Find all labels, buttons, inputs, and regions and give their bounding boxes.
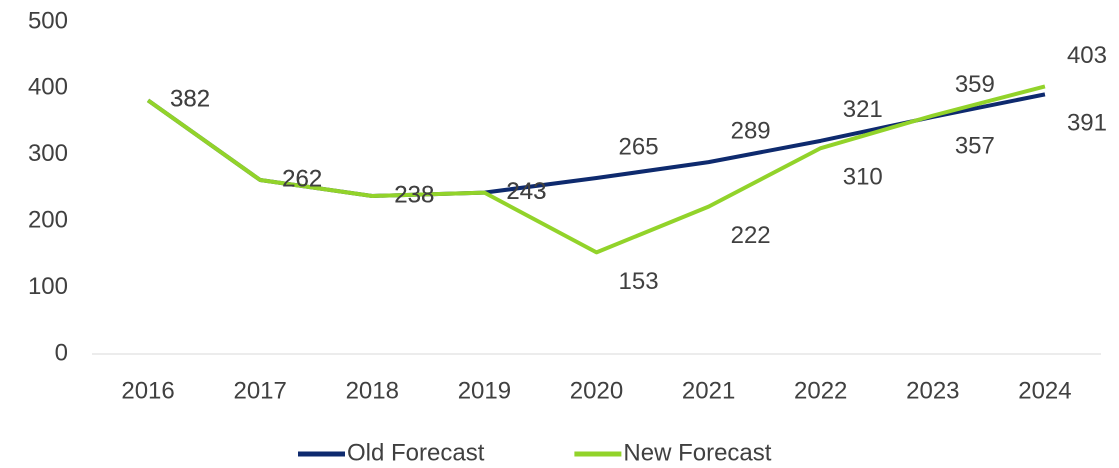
data-label: 310: [843, 164, 883, 191]
x-tick-label: 2024: [1018, 377, 1071, 404]
data-label: 359: [955, 71, 995, 98]
x-tick-label: 2018: [346, 377, 399, 404]
y-tick-label: 0: [55, 339, 68, 366]
x-tick-label: 2022: [794, 377, 847, 404]
x-tick-label: 2019: [458, 377, 511, 404]
data-label: 238: [394, 181, 434, 208]
data-label: 262: [282, 165, 322, 192]
y-tick-label: 100: [28, 273, 68, 300]
data-label: 243: [506, 178, 546, 205]
x-tick-label: 2020: [570, 377, 623, 404]
data-label: 243: [506, 178, 546, 205]
data-label: 262: [282, 165, 322, 192]
legend-label: Old Forecast: [347, 439, 485, 466]
x-tick-label: 2017: [233, 377, 286, 404]
data-label: 153: [619, 268, 659, 295]
data-label: 238: [394, 181, 434, 208]
data-label: 289: [731, 117, 771, 144]
data-label: 321: [843, 96, 883, 123]
x-tick-label: 2021: [682, 377, 735, 404]
data-label: 222: [731, 222, 771, 249]
data-label: 391: [1067, 110, 1107, 137]
y-tick-label: 300: [28, 140, 68, 167]
x-tick-label: 2016: [121, 377, 174, 404]
data-label: 265: [619, 133, 659, 160]
data-label: 357: [955, 132, 995, 159]
legend-label: New Forecast: [623, 439, 771, 466]
data-label: 382: [170, 86, 210, 113]
y-tick-label: 400: [28, 74, 68, 101]
x-tick-label: 2023: [906, 377, 959, 404]
data-label: 382: [170, 86, 210, 113]
y-tick-label: 500: [28, 7, 68, 34]
y-tick-label: 200: [28, 207, 68, 234]
data-label: 403: [1067, 42, 1107, 69]
line-series: [146, 84, 1046, 255]
